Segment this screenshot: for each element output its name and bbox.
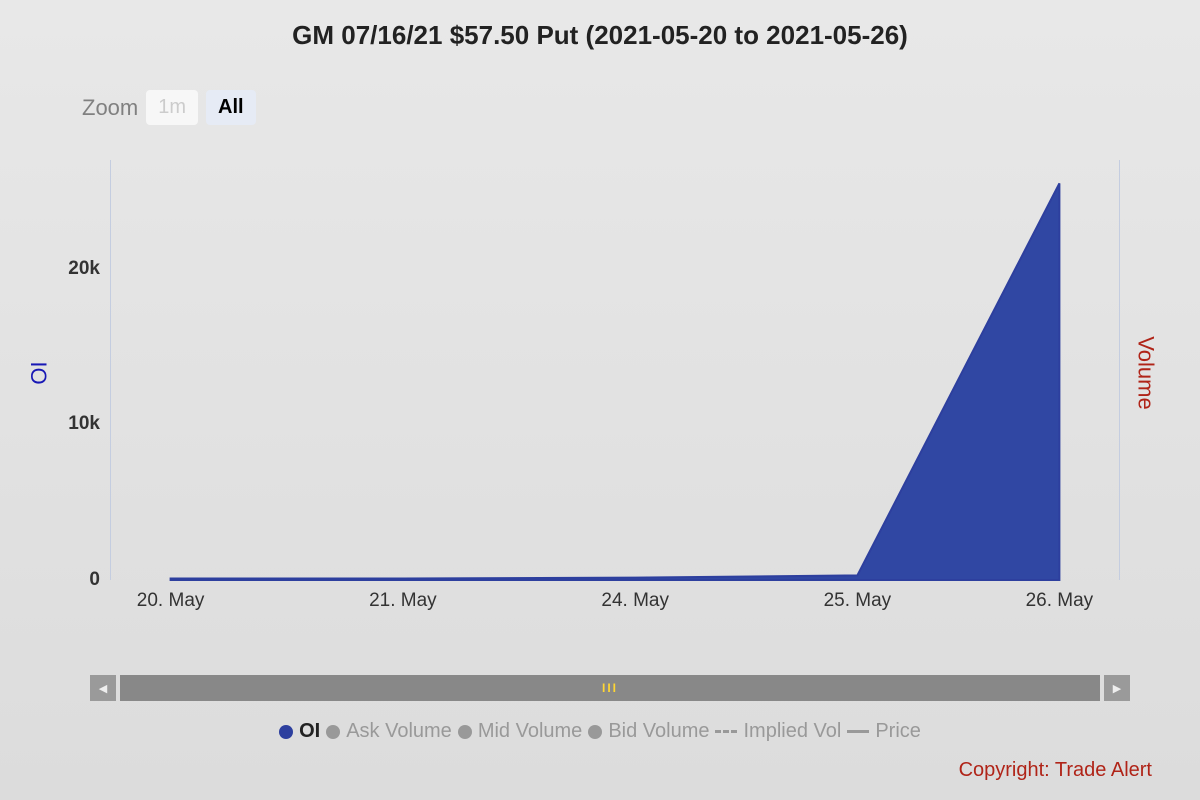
legend-item-oi[interactable]: OI	[279, 720, 320, 743]
legend-item-bid-volume[interactable]: Bid Volume	[588, 720, 709, 743]
chevron-left-icon: ◀	[99, 682, 107, 695]
copyright-text: Copyright: Trade Alert	[959, 759, 1152, 782]
x-tick-label: 24. May	[601, 590, 669, 612]
legend-label: Bid Volume	[608, 720, 709, 743]
x-tick-label: 21. May	[369, 590, 437, 612]
legend: OI Ask Volume Mid Volume Bid Volume Implied …	[0, 720, 1200, 743]
y-axis-left-title: OI	[27, 361, 53, 384]
legend-marker-icon	[458, 725, 472, 739]
legend-item-implied-vol[interactable]: Implied Vol	[715, 720, 841, 743]
range-navigator[interactable]: ◀ III ▶	[90, 675, 1130, 701]
x-tick-label: 25. May	[824, 590, 892, 612]
legend-marker-icon	[326, 725, 340, 739]
legend-marker-icon	[279, 725, 293, 739]
nav-track[interactable]: III	[120, 675, 1100, 701]
legend-marker-icon	[847, 730, 869, 733]
legend-label: Implied Vol	[743, 720, 841, 743]
zoom-controls: Zoom 1mAll	[82, 90, 256, 125]
legend-label: OI	[299, 720, 320, 743]
legend-item-price[interactable]: Price	[847, 720, 921, 743]
x-tick-label: 26. May	[1026, 590, 1094, 612]
legend-marker-icon	[715, 730, 737, 733]
y-tick-label: 10k	[40, 413, 100, 435]
legend-item-ask-volume[interactable]: Ask Volume	[326, 720, 452, 743]
legend-label: Price	[875, 720, 921, 743]
zoom-button-all[interactable]: All	[206, 90, 256, 125]
chevron-right-icon: ▶	[1113, 682, 1121, 695]
nav-left-button[interactable]: ◀	[90, 675, 116, 701]
legend-label: Ask Volume	[346, 720, 452, 743]
zoom-button-1m[interactable]: 1m	[146, 90, 198, 125]
y-tick-label: 0	[40, 569, 100, 591]
legend-marker-icon	[588, 725, 602, 739]
nav-right-button[interactable]: ▶	[1104, 675, 1130, 701]
legend-item-mid-volume[interactable]: Mid Volume	[458, 720, 583, 743]
x-tick-label: 20. May	[137, 590, 205, 612]
zoom-label: Zoom	[82, 95, 138, 121]
legend-label: Mid Volume	[478, 720, 583, 743]
y-tick-label: 20k	[40, 258, 100, 280]
y-axis-right-title: Volume	[1132, 336, 1158, 409]
plot-area: 010k20k20. May21. May24. May25. May26. M…	[110, 160, 1120, 580]
area-series-svg	[110, 160, 1120, 580]
chart-title: GM 07/16/21 $57.50 Put (2021-05-20 to 20…	[0, 0, 1200, 51]
nav-grip-icon: III	[602, 681, 618, 695]
